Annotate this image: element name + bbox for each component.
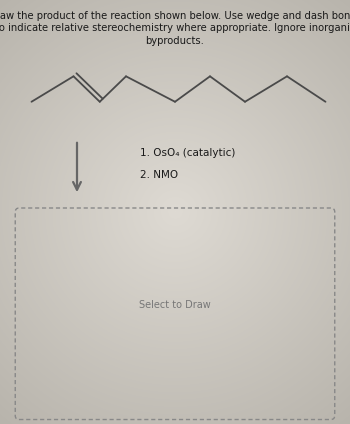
Text: byproducts.: byproducts. (146, 36, 204, 46)
Text: 1. OsO₄ (catalytic): 1. OsO₄ (catalytic) (140, 148, 235, 159)
Text: 2. NMO: 2. NMO (140, 170, 178, 180)
Text: Draw the product of the reaction shown below. Use wedge and dash bonds: Draw the product of the reaction shown b… (0, 11, 350, 21)
Text: to indicate relative stereochemistry where appropriate. Ignore inorganic: to indicate relative stereochemistry whe… (0, 23, 350, 33)
Text: Select to Draw: Select to Draw (139, 300, 211, 310)
